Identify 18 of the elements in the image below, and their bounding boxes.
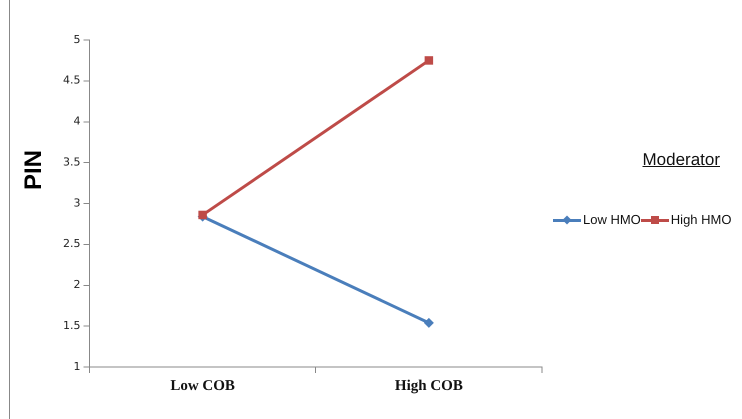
y-tick-label: 3.5: [62, 155, 80, 168]
legend-label: Low HMO: [583, 212, 641, 227]
y-tick-label: 1.5: [62, 318, 80, 332]
point: [198, 210, 207, 220]
y-tick-label: 1: [73, 360, 80, 373]
y-tick-label: 4: [73, 114, 80, 128]
y-tick-label: 4.5: [62, 74, 80, 87]
point: [424, 56, 434, 65]
y-tick-label: 2: [73, 278, 80, 292]
y-tick-label: 5: [73, 32, 80, 46]
point: [424, 318, 434, 328]
legend-title: Moderator: [642, 150, 721, 170]
x-tick-label: Low COB: [170, 378, 235, 394]
y-tick-label: 3: [73, 196, 80, 210]
y-axis-title: PIN: [20, 150, 48, 190]
y-tick-label: 2.5: [62, 237, 80, 250]
legend-label: High HMO: [670, 212, 732, 227]
x-tick-label: High COB: [394, 378, 463, 394]
